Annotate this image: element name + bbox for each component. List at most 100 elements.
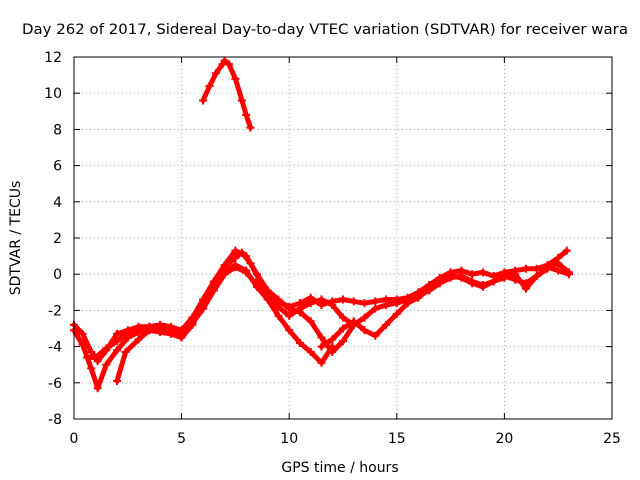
- data-point-marker: [252, 281, 261, 290]
- data-point-marker: [231, 262, 240, 271]
- data-point-marker: [177, 331, 186, 340]
- y-tick-label: 2: [53, 231, 62, 247]
- data-point-marker: [435, 277, 444, 286]
- data-point-marker: [328, 335, 337, 344]
- series-track-3: [82, 246, 358, 362]
- x-tick-label: 5: [177, 431, 186, 447]
- series-line: [114, 260, 572, 384]
- data-point-marker: [306, 299, 315, 308]
- data-point-marker: [521, 279, 530, 288]
- data-point-marker: [82, 353, 91, 362]
- data-point-marker: [231, 246, 240, 255]
- chart-title: Day 262 of 2017, Sidereal Day-to-day VTE…: [22, 22, 628, 38]
- data-point-marker: [564, 270, 573, 279]
- data-point-marker: [212, 69, 221, 78]
- data-point-marker: [306, 348, 315, 357]
- data-point-marker: [205, 81, 214, 90]
- data-point-marker: [532, 272, 541, 281]
- data-point-marker: [382, 320, 391, 329]
- series-line: [71, 262, 335, 391]
- y-tick-label: -4: [48, 340, 62, 356]
- data-point-marker: [166, 328, 175, 337]
- data-point-marker: [87, 364, 96, 373]
- data-point-marker: [242, 252, 251, 261]
- data-point-marker: [328, 300, 337, 309]
- data-point-marker: [242, 268, 251, 277]
- data-point-marker: [360, 326, 369, 335]
- data-point-marker: [285, 311, 294, 320]
- y-tick-label: 0: [53, 267, 62, 283]
- y-tick-label: 8: [53, 122, 62, 138]
- y-tick-label: 12: [44, 50, 62, 66]
- data-point-marker: [285, 304, 294, 313]
- series-layer: [70, 56, 573, 393]
- data-point-marker: [414, 293, 423, 302]
- data-point-marker: [123, 328, 132, 337]
- data-point-marker: [242, 110, 251, 119]
- y-tick-label: 4: [53, 195, 62, 211]
- data-point-marker: [91, 353, 100, 362]
- data-point-marker: [425, 284, 434, 293]
- data-point-marker: [274, 302, 283, 311]
- data-point-marker: [306, 317, 315, 326]
- axis-ticks: 0 5 10 15 20 25 -8 -6 -4 -2 0 2 4 6 8 10 12: [44, 50, 621, 447]
- data-point-marker: [554, 259, 563, 268]
- data-point-marker: [156, 326, 165, 335]
- data-point-marker: [371, 304, 380, 313]
- data-point-marker: [237, 96, 246, 105]
- y-tick-label: 10: [44, 86, 62, 102]
- data-point-marker: [78, 340, 87, 349]
- data-point-marker: [134, 335, 143, 344]
- data-point-marker: [252, 270, 261, 279]
- series-track-5: [317, 262, 573, 351]
- data-point-marker: [285, 326, 294, 335]
- data-point-marker: [317, 333, 326, 342]
- data-point-marker: [263, 291, 272, 300]
- data-point-marker: [446, 272, 455, 281]
- series-line: [319, 264, 572, 350]
- y-tick-label: -2: [48, 303, 62, 319]
- y-axis-label: SDTVAR / TECUs: [8, 181, 24, 296]
- data-point-marker: [562, 246, 571, 255]
- data-point-marker: [188, 319, 197, 328]
- data-point-marker: [511, 275, 520, 284]
- data-point-marker: [246, 123, 255, 132]
- series-track-6: [199, 56, 255, 132]
- data-point-marker: [93, 384, 102, 393]
- y-tick-label: 6: [53, 159, 62, 175]
- data-point-marker: [392, 299, 401, 308]
- data-point-marker: [468, 270, 477, 279]
- data-point-marker: [274, 295, 283, 304]
- data-point-marker: [102, 344, 111, 353]
- data-point-marker: [220, 261, 229, 270]
- data-point-marker: [521, 264, 530, 273]
- data-point-marker: [349, 297, 358, 306]
- data-point-marker: [328, 348, 337, 357]
- data-point-marker: [274, 311, 283, 320]
- data-point-marker: [220, 270, 229, 279]
- data-point-marker: [489, 277, 498, 286]
- data-point-marker: [295, 338, 304, 347]
- data-point-marker: [199, 96, 208, 105]
- data-point-marker: [360, 299, 369, 308]
- x-tick-label: 20: [495, 431, 513, 447]
- data-point-marker: [145, 326, 154, 335]
- x-tick-label: 10: [280, 431, 298, 447]
- data-point-marker: [295, 304, 304, 313]
- data-point-marker: [371, 331, 380, 340]
- data-point-marker: [403, 299, 412, 308]
- data-point-marker: [339, 324, 347, 333]
- data-point-marker: [360, 313, 369, 322]
- data-point-marker: [339, 295, 347, 304]
- data-point-marker: [468, 279, 477, 288]
- data-point-marker: [113, 337, 122, 346]
- y-tick-label: -6: [48, 376, 62, 392]
- data-point-marker: [349, 317, 358, 326]
- data-point-marker: [220, 56, 229, 65]
- grid: [74, 57, 612, 419]
- data-point-marker: [317, 295, 326, 304]
- data-point-marker: [102, 360, 111, 369]
- data-point-marker: [199, 304, 208, 313]
- data-point-marker: [209, 286, 218, 295]
- y-tick-label: -8: [48, 412, 62, 428]
